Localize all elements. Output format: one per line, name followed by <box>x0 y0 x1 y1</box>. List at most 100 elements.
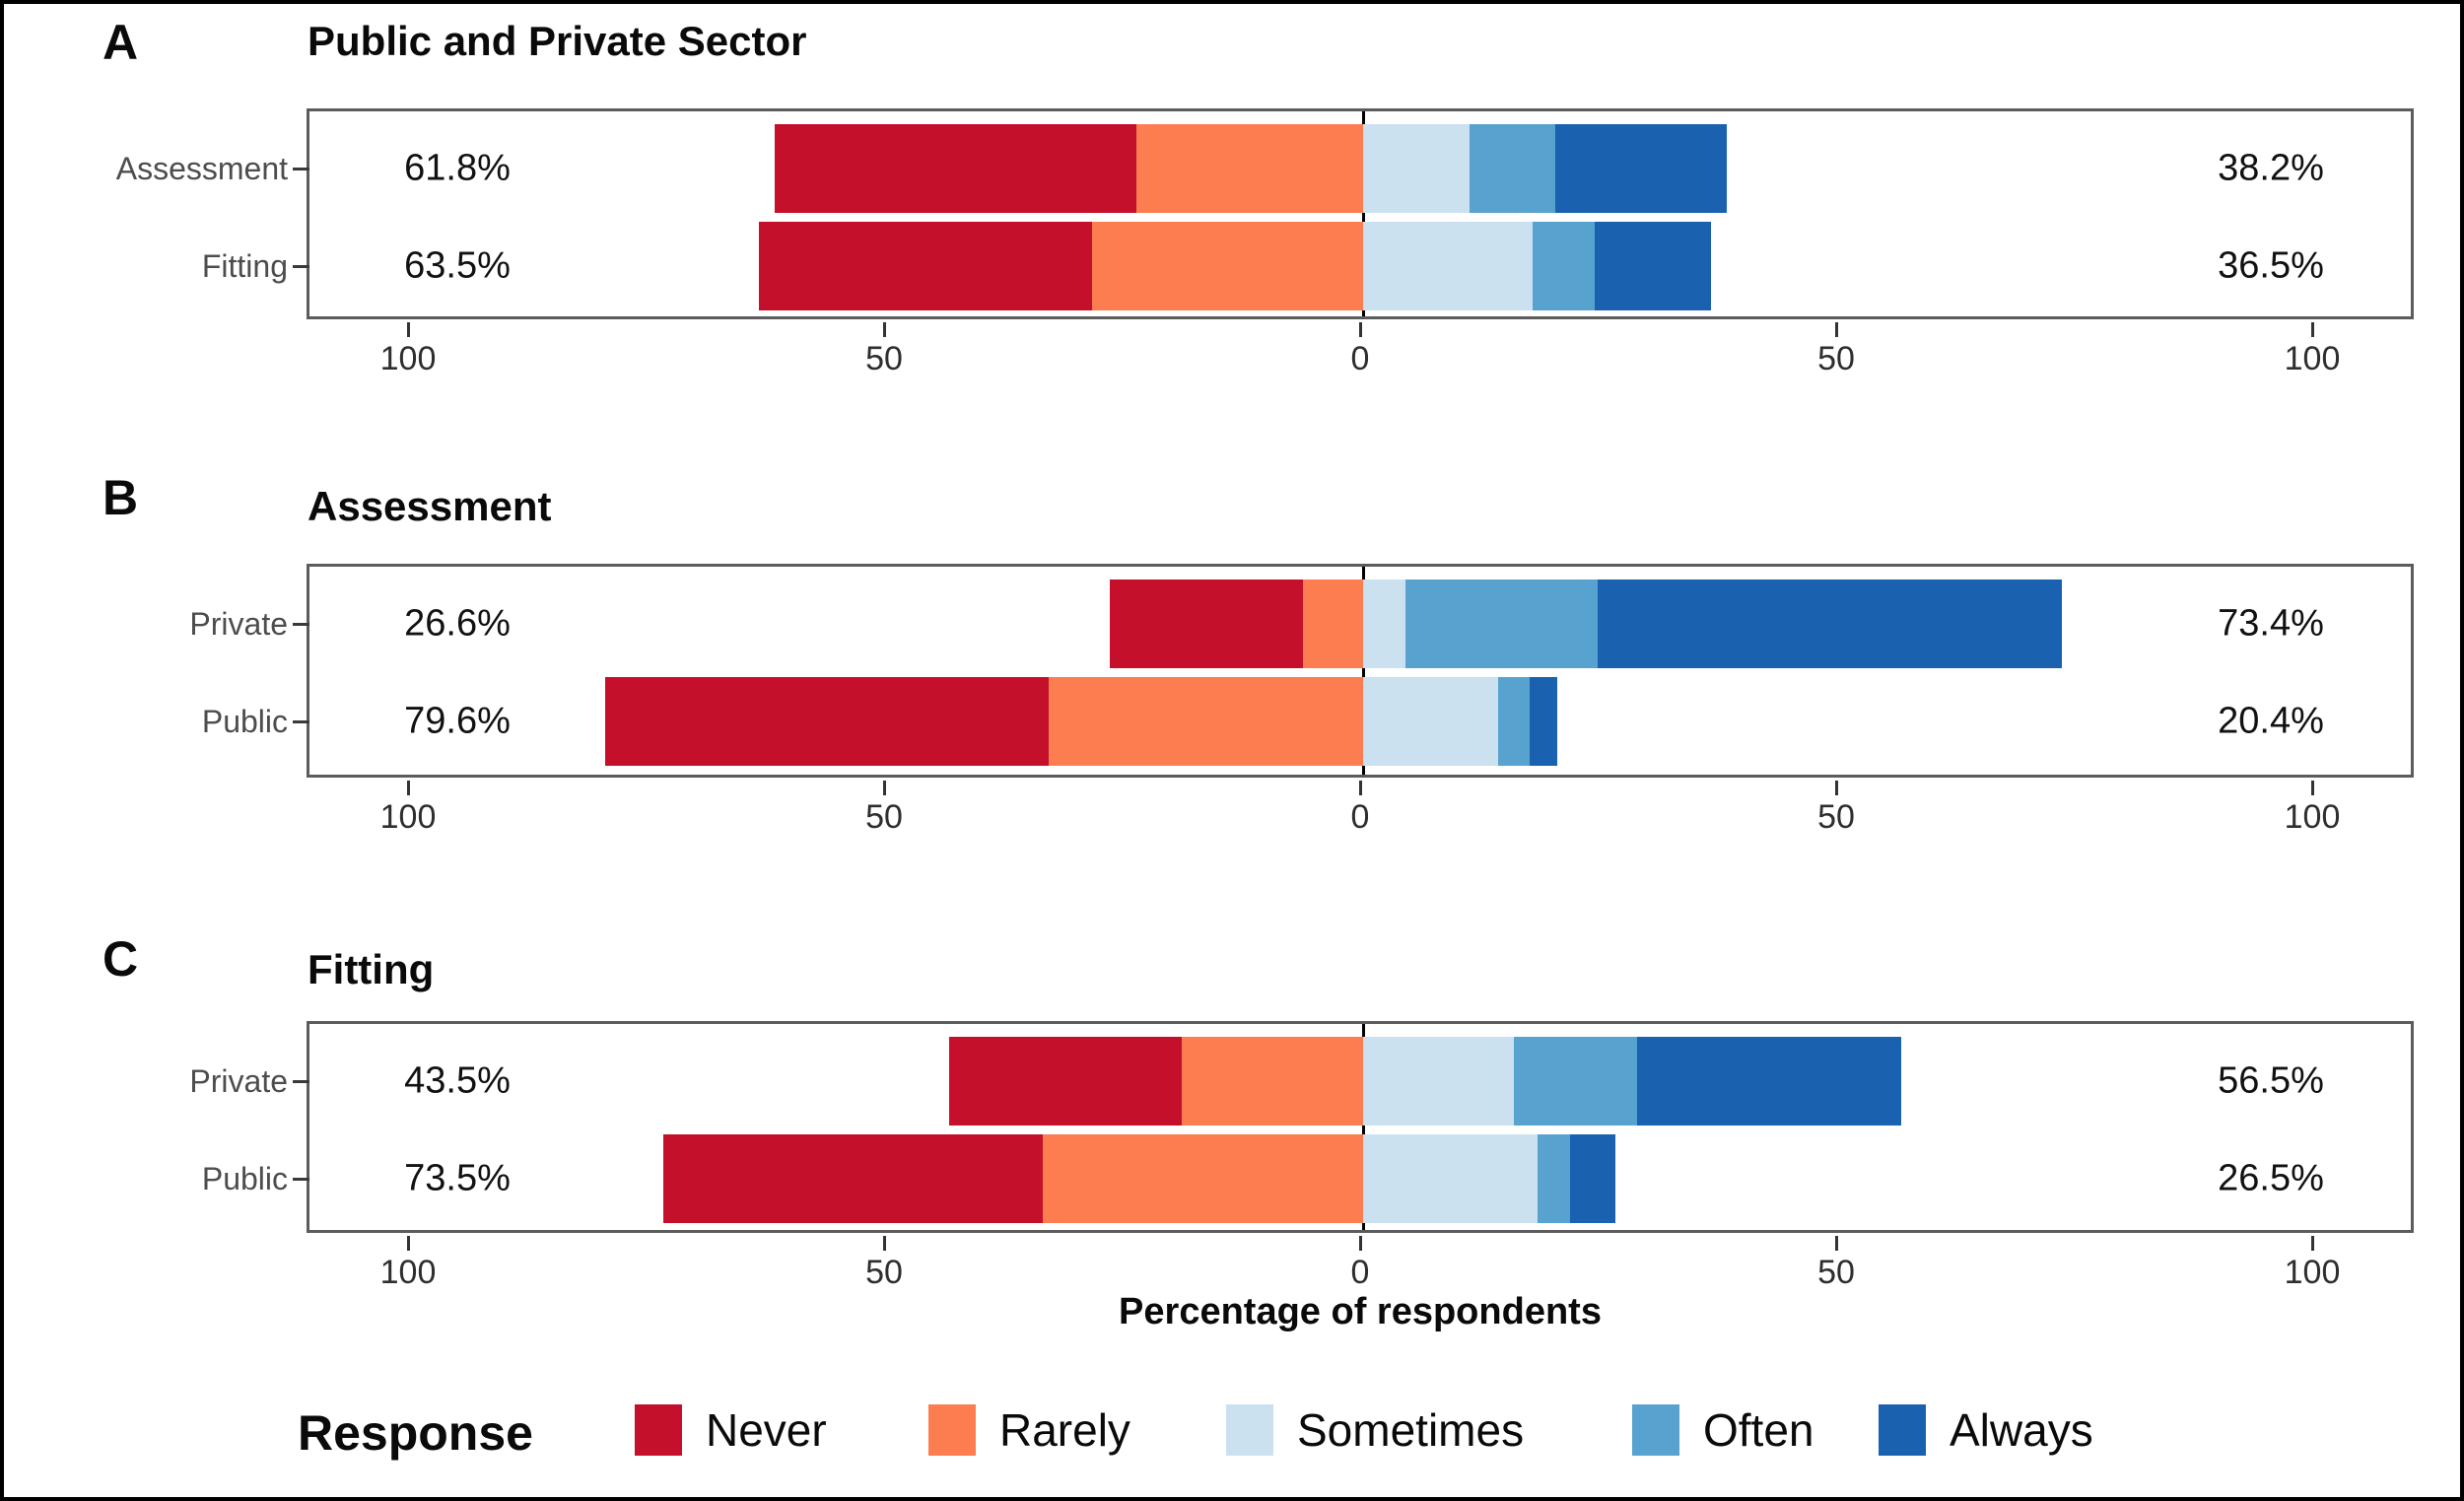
x-axis-tick-label: 50 <box>1817 340 1855 377</box>
x-axis-tick-label: 100 <box>379 798 437 836</box>
panel-title-c: Fitting <box>308 946 435 992</box>
row-label: Private <box>189 606 288 642</box>
bar-segment-sometimes <box>1363 1134 1538 1223</box>
right-total-label: 36.5% <box>2218 244 2324 287</box>
plot-area-b: Private 26.6% 73.4% Public 79.6% 20.4% <box>189 564 2414 778</box>
x-axis-tick-label: 0 <box>1350 340 1370 377</box>
bar-segment-sometimes <box>1363 222 1533 310</box>
x-axis-tick-label: 100 <box>2284 798 2341 836</box>
legend-swatch-always <box>1879 1404 1926 1456</box>
panel-title-b: Assessment <box>308 483 552 529</box>
bar-segment-sometimes <box>1363 580 1406 668</box>
row-label: Public <box>201 704 288 739</box>
left-total-label: 26.6% <box>404 602 511 645</box>
y-axis-tick <box>293 720 309 723</box>
x-axis-tick <box>407 1236 410 1251</box>
x-axis-tick <box>883 1236 886 1251</box>
x-axis-tick <box>883 322 886 337</box>
legend-label-sometimes: Sometimes <box>1297 1404 1525 1456</box>
bar-segment-always <box>1597 580 2063 668</box>
x-axis-tick-label: 50 <box>1817 1254 1855 1291</box>
x-axis-tick-label: 50 <box>1817 798 1855 836</box>
bar-segment-always <box>1530 677 1558 766</box>
x-axis-tick <box>1359 322 1362 337</box>
bar-segment-always <box>1637 1037 1901 1126</box>
x-axis-tick <box>1835 322 1838 337</box>
right-total-label: 56.5% <box>2218 1059 2324 1102</box>
row-label: Private <box>189 1063 288 1099</box>
legend-swatch-often <box>1632 1404 1679 1456</box>
bar-segment-rarely <box>1049 677 1363 766</box>
right-total-label: 73.4% <box>2218 602 2324 645</box>
bar-segment-often <box>1537 1134 1570 1223</box>
left-total-label: 79.6% <box>404 700 511 742</box>
bar-segment-never <box>948 1037 1183 1126</box>
legend: Response Never Rarely Sometimes Often Always <box>4 4 2460 1497</box>
left-total-label: 73.5% <box>404 1157 511 1199</box>
legend-label-often: Often <box>1703 1404 1814 1456</box>
y-axis-tick <box>293 623 309 626</box>
legend-label-rarely: Rarely <box>999 1404 1130 1456</box>
bar-segment-often <box>1513 1037 1638 1126</box>
bar-segment-rarely <box>1091 222 1363 310</box>
row-label: Public <box>201 1161 288 1196</box>
x-axis-tick <box>407 781 410 795</box>
bar-segment-sometimes <box>1363 1037 1514 1126</box>
x-axis-tick <box>2311 781 2314 795</box>
bar-segment-rarely <box>1303 580 1363 668</box>
left-total-label: 63.5% <box>404 244 511 287</box>
zero-reference-line <box>1362 567 1365 775</box>
right-total-label: 20.4% <box>2218 700 2324 742</box>
panel-letter-b: B <box>103 470 139 525</box>
x-axis-tick <box>1359 781 1362 795</box>
plot-area-c: Private 43.5% 56.5% Public 73.5% 26.5% <box>189 1021 2414 1233</box>
x-axis-tick-label: 50 <box>865 1254 903 1291</box>
left-total-label: 43.5% <box>404 1059 511 1102</box>
x-axis-tick-label: 50 <box>865 340 903 377</box>
bar-segment-often <box>1498 677 1531 766</box>
zero-reference-line <box>1362 1024 1365 1230</box>
bar-segment-often <box>1405 580 1598 668</box>
x-axis-a: 100 50 0 50 100 <box>307 322 2414 391</box>
y-axis-tick <box>293 1178 309 1181</box>
bar-segment-never <box>775 124 1137 213</box>
x-axis-tick <box>407 322 410 337</box>
legend-title: Response <box>298 1405 533 1461</box>
x-axis-tick-label: 100 <box>379 1254 437 1291</box>
panel-letter-c: C <box>103 931 139 987</box>
x-axis-tick-label: 0 <box>1350 798 1370 836</box>
bar-segment-often <box>1532 222 1595 310</box>
x-axis-tick-label: 100 <box>2284 1254 2341 1291</box>
x-axis-tick-label: 0 <box>1350 1254 1370 1291</box>
left-total-label: 61.8% <box>404 147 511 189</box>
x-axis-tick <box>1359 1236 1362 1251</box>
legend-swatch-rarely <box>928 1404 976 1456</box>
bar-segment-sometimes <box>1363 124 1471 213</box>
bar-segment-sometimes <box>1363 677 1499 766</box>
right-total-label: 38.2% <box>2218 147 2324 189</box>
y-axis-tick <box>293 1080 309 1083</box>
x-axis-tick <box>2311 1236 2314 1251</box>
bar-segment-always <box>1555 124 1727 213</box>
bar-segment-rarely <box>1043 1134 1363 1223</box>
zero-reference-line <box>1362 111 1365 316</box>
x-axis-tick <box>2311 322 2314 337</box>
x-axis-title: Percentage of respondents <box>1119 1291 1602 1332</box>
bar-segment-often <box>1470 124 1556 213</box>
legend-swatch-sometimes <box>1226 1404 1273 1456</box>
y-axis-tick <box>293 168 309 171</box>
legend-label-always: Always <box>1950 1404 2093 1456</box>
plot-area-a: Assessment 61.8% 38.2% Fitting 63.5% 36.5% <box>116 108 2414 319</box>
panel-title-a: Public and Private Sector <box>308 18 807 64</box>
bar-segment-never <box>1110 580 1304 668</box>
x-axis-tick <box>1835 781 1838 795</box>
x-axis-tick-label: 100 <box>2284 340 2341 377</box>
bar-segment-never <box>662 1134 1044 1223</box>
bar-segment-always <box>1569 1134 1615 1223</box>
bar-segment-never <box>605 677 1050 766</box>
x-axis-tick-label: 100 <box>379 340 437 377</box>
x-axis-c: 100 50 0 50 100 <box>307 1236 2414 1305</box>
bar-segment-rarely <box>1182 1037 1363 1126</box>
bar-segment-rarely <box>1136 124 1363 213</box>
